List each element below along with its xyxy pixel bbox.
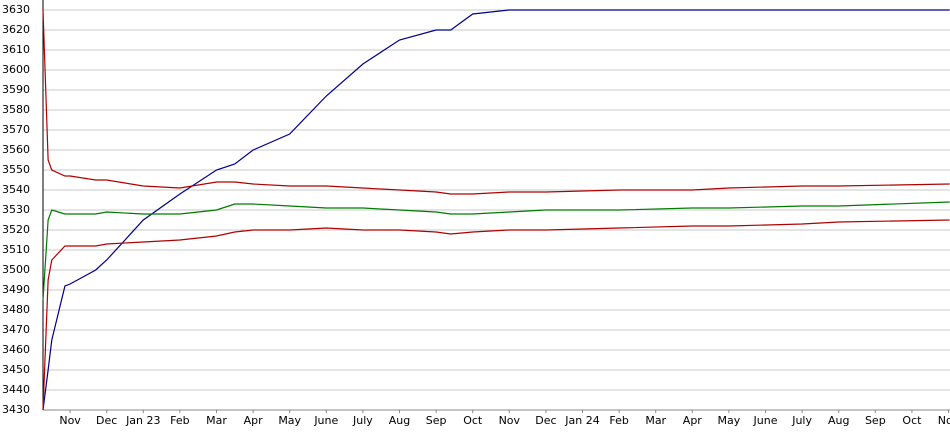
- x-tick-label: May: [278, 414, 301, 427]
- x-tick-label: Jan 23: [125, 414, 160, 427]
- x-tick-label: Oct: [902, 414, 922, 427]
- x-tick-label: Nov: [499, 414, 521, 427]
- x-tick-label: May: [718, 414, 741, 427]
- series-line: [42, 9, 950, 195]
- y-tick-label: 3430: [2, 403, 30, 416]
- x-tick-label: Sep: [426, 414, 447, 427]
- x-tick-label: July: [791, 414, 812, 427]
- x-tick-label: Apr: [244, 414, 264, 427]
- y-tick-label: 3600: [2, 63, 30, 76]
- y-tick-label: 3450: [2, 363, 30, 376]
- x-tick-label: Jan 24: [564, 414, 599, 427]
- x-tick-label: Nov: [938, 414, 950, 427]
- x-tick-label: Feb: [609, 414, 628, 427]
- series-line: [42, 201, 950, 301]
- y-tick-label: 3470: [2, 323, 30, 336]
- x-tick-label: Dec: [96, 414, 117, 427]
- y-tick-label: 3570: [2, 123, 30, 136]
- x-tick-label: Aug: [389, 414, 410, 427]
- y-tick-label: 3520: [2, 223, 30, 236]
- x-tick-label: Apr: [683, 414, 703, 427]
- x-tick-label: Aug: [828, 414, 849, 427]
- series-line: [42, 9, 950, 411]
- x-tick-label: Feb: [170, 414, 189, 427]
- y-tick-label: 3440: [2, 383, 30, 396]
- y-tick-label: 3620: [2, 23, 30, 36]
- y-tick-label: 3550: [2, 163, 30, 176]
- x-tick-label: Mar: [206, 414, 227, 427]
- x-tick-label: June: [753, 414, 778, 427]
- y-tick-label: 3530: [2, 203, 30, 216]
- x-tick-label: Mar: [645, 414, 666, 427]
- x-tick-label: Sep: [865, 414, 886, 427]
- y-tick-label: 3510: [2, 243, 30, 256]
- x-tick-label: Nov: [59, 414, 81, 427]
- y-tick-label: 3540: [2, 183, 30, 196]
- x-tick-label: July: [352, 414, 373, 427]
- y-tick-label: 3630: [2, 3, 30, 16]
- y-tick-label: 3580: [2, 103, 30, 116]
- y-tick-label: 3480: [2, 303, 30, 316]
- y-tick-label: 3490: [2, 283, 30, 296]
- series-line: [42, 219, 950, 411]
- y-tick-label: 3590: [2, 83, 30, 96]
- y-tick-label: 3460: [2, 343, 30, 356]
- x-tick-label: Oct: [463, 414, 483, 427]
- y-tick-label: 3500: [2, 263, 30, 276]
- y-tick-label: 3610: [2, 43, 30, 56]
- x-tick-label: Dec: [535, 414, 556, 427]
- x-tick-label: June: [313, 414, 338, 427]
- y-tick-label: 3560: [2, 143, 30, 156]
